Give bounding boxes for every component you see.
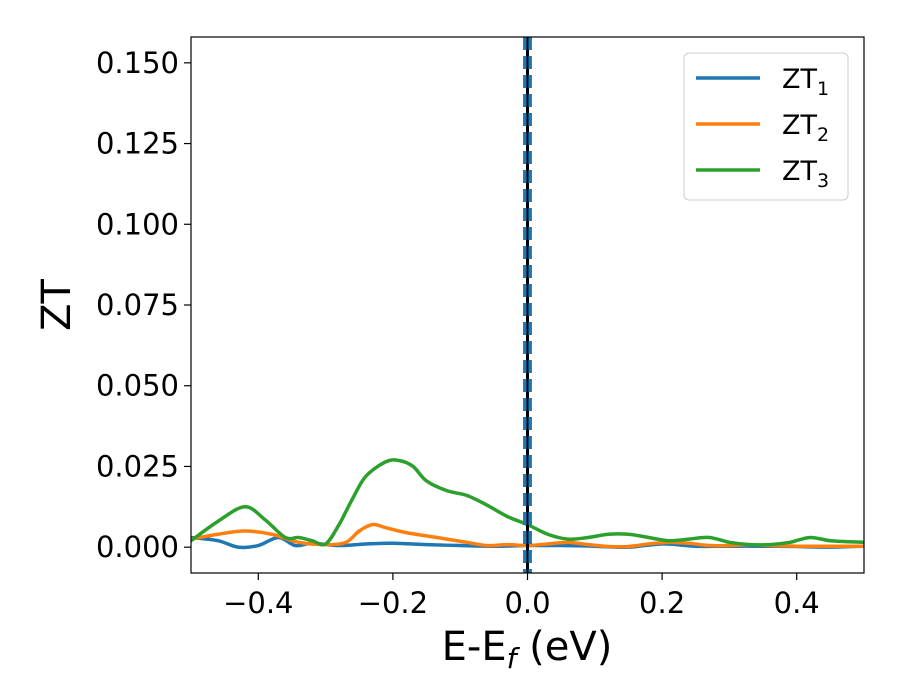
legend: ZT1 ZT2 ZT3 (683, 52, 849, 201)
y-axis-label: ZT (34, 279, 80, 331)
series-line-3 (191, 458, 864, 547)
y-axis-ticks: 0.000 0.025 0.050 0.075 0.100 0.125 0.150 (96, 46, 191, 564)
x-tick-label: 0.0 (504, 586, 550, 620)
y-tick-label: 0.100 (96, 207, 179, 241)
x-tick-label: −0.4 (223, 586, 293, 620)
y-tick-label: 0.150 (96, 46, 179, 80)
y-tick-label: 0.050 (96, 369, 179, 403)
y-tick-label: 0.125 (96, 127, 179, 161)
x-tick-label: 0.2 (639, 586, 685, 620)
x-axis-label-main: E-E (442, 624, 507, 670)
x-axis-label-unit: (eV) (516, 624, 612, 670)
legend-label-1: ZT1 (782, 64, 829, 100)
legend-label-3: ZT3 (782, 156, 829, 192)
y-tick-label: 0.075 (96, 288, 179, 322)
x-axis-label: E-Ef (eV) (442, 624, 613, 675)
legend-label-2: ZT2 (782, 110, 829, 146)
vertical-lines (523, 37, 532, 573)
x-tick-label: −0.2 (358, 586, 428, 620)
x-tick-label: 0.4 (774, 586, 820, 620)
x-axis-ticks: −0.4 −0.2 0.0 0.2 0.4 (223, 573, 820, 620)
y-tick-label: 0.025 (96, 449, 179, 483)
series-layer (191, 458, 864, 550)
legend-box (683, 52, 849, 201)
y-tick-label: 0.000 (96, 530, 179, 564)
legend-entries: ZT1 ZT2 ZT3 (696, 64, 829, 192)
